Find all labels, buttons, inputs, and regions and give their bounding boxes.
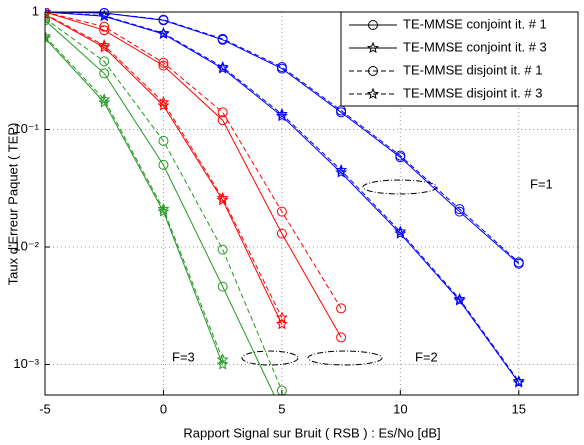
- marker: [275, 107, 288, 120]
- marker: [158, 57, 169, 68]
- legend-label: TE-MMSE conjoint it. # 1: [403, 16, 547, 31]
- marker: [99, 56, 110, 67]
- x-tick-label: 5: [278, 401, 285, 416]
- marker: [45, 13, 50, 24]
- marker: [276, 385, 287, 395]
- x-tick-label: 0: [160, 401, 167, 416]
- marker: [98, 41, 111, 53]
- ellipse: [307, 350, 383, 366]
- annotation: F=1: [530, 176, 553, 191]
- marker: [395, 150, 406, 161]
- marker: [158, 14, 169, 25]
- marker: [513, 257, 524, 268]
- series-line: [45, 11, 342, 338]
- marker: [217, 107, 228, 118]
- legend-label: TE-MMSE disjoint it. # 1: [403, 62, 542, 77]
- marker: [336, 303, 347, 314]
- series-line: [45, 13, 283, 318]
- x-tick-label: -5: [39, 401, 51, 416]
- marker: [335, 163, 348, 176]
- marker: [157, 99, 170, 111]
- annotation-shapes: [241, 179, 438, 366]
- marker: [276, 206, 287, 217]
- marker: [366, 41, 380, 54]
- marker: [157, 202, 170, 215]
- marker: [394, 227, 407, 239]
- x-tick-label: 15: [512, 401, 526, 416]
- marker: [158, 60, 169, 71]
- marker: [157, 205, 170, 217]
- ellipse: [362, 179, 438, 195]
- plot-frame: [44, 11, 579, 396]
- series-line: [45, 11, 520, 382]
- marker: [335, 166, 348, 178]
- y-tick-label: 1: [32, 3, 39, 18]
- annotation: F=3: [172, 349, 195, 364]
- marker: [158, 159, 169, 170]
- marker: [275, 311, 288, 323]
- marker: [216, 193, 229, 206]
- marker: [216, 358, 229, 370]
- y-tick-label: 10⁻²: [13, 238, 39, 253]
- marker: [276, 228, 287, 239]
- marker: [454, 206, 465, 217]
- x-axis-label: Rapport Signal sur Bruit ( RSB ) : Es/No…: [183, 425, 440, 440]
- marker: [276, 62, 287, 73]
- marker: [368, 66, 378, 76]
- marker: [217, 244, 228, 255]
- legend: TE-MMSE conjoint it. # 1 TE-MMSE conjoint…: [340, 11, 579, 107]
- legend-box: [340, 11, 579, 107]
- series-line: [45, 14, 283, 325]
- series-line: [45, 11, 520, 265]
- marker: [99, 21, 110, 32]
- marker: [216, 60, 229, 73]
- marker: [336, 332, 347, 343]
- legend-label: TE-MMSE conjoint it. # 3: [403, 39, 547, 54]
- marker: [99, 68, 110, 79]
- marker: [99, 25, 110, 36]
- marker: [394, 225, 407, 237]
- marker: [45, 30, 52, 42]
- legend-label: TE-MMSE disjoint it. # 3: [403, 85, 542, 100]
- marker: [98, 39, 111, 51]
- data: [45, 8, 525, 395]
- marker: [157, 26, 170, 39]
- y-tick-label: 10⁻¹: [13, 121, 39, 136]
- marker: [453, 292, 466, 305]
- marker: [217, 33, 228, 44]
- marker: [157, 96, 170, 108]
- marker: [98, 93, 111, 105]
- y-tick-label: 10⁻³: [13, 356, 39, 371]
- marker: [216, 353, 229, 365]
- marker: [454, 204, 465, 215]
- marker: [368, 20, 378, 30]
- marker: [216, 191, 229, 204]
- marker: [45, 8, 52, 18]
- x-tick-label: 10: [393, 401, 407, 416]
- marker: [98, 96, 111, 108]
- marker: [512, 375, 525, 387]
- series-line: [45, 36, 224, 360]
- ellipse: [241, 350, 299, 366]
- marker: [158, 135, 169, 146]
- series-line: [45, 18, 283, 391]
- y-axis-label: Taux d'Erreur Paquet ( TEP): [5, 123, 20, 286]
- annotation: F=2: [415, 349, 438, 364]
- marker: [217, 281, 228, 292]
- series-line: [45, 19, 275, 395]
- marker: [98, 9, 111, 21]
- series-line: [45, 11, 342, 309]
- series-line: [45, 37, 224, 365]
- marker: [275, 109, 288, 122]
- marker: [366, 87, 380, 100]
